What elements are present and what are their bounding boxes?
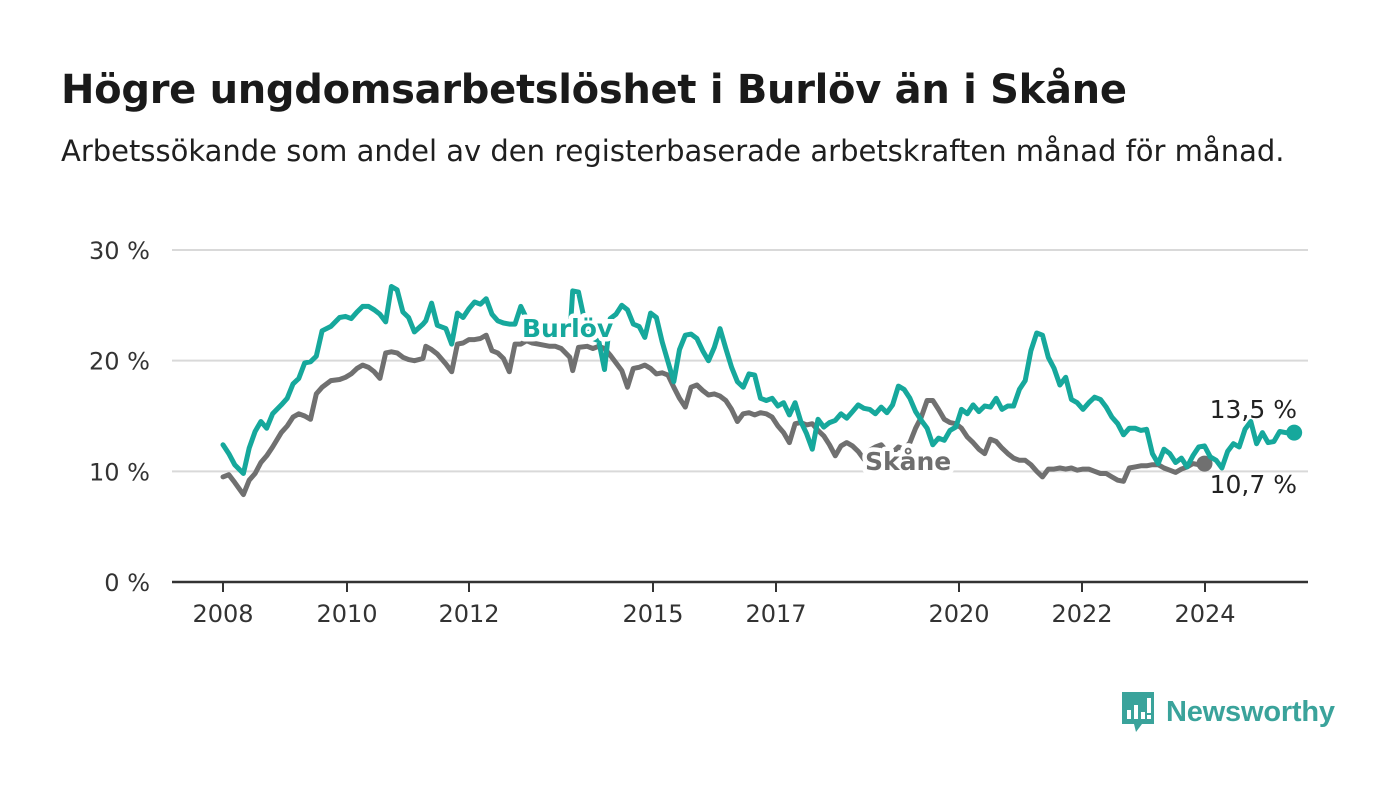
chart-title: Högre ungdomsarbetslöshet i Burlöv än i … xyxy=(61,67,1127,113)
newsworthy-logo: Newsworthy xyxy=(1120,690,1335,734)
x-tick-label: 2017 xyxy=(745,600,806,628)
x-tick-label: 2010 xyxy=(316,600,377,628)
x-tick-label: 2024 xyxy=(1174,600,1235,628)
x-tick-label: 2008 xyxy=(192,600,253,628)
series-line-burlov xyxy=(220,284,1297,476)
x-tick-label: 2015 xyxy=(622,600,683,628)
end-label-burlov: 13,5 % xyxy=(1210,395,1297,424)
x-tick-label: 2012 xyxy=(438,600,499,628)
series-label-burlov-halo: Burlöv xyxy=(522,314,613,343)
x-tick-label: 2022 xyxy=(1051,600,1112,628)
end-point-burlov xyxy=(1286,424,1303,441)
y-tick-label: 20 % xyxy=(89,348,150,376)
series-label-skane: Skåne xyxy=(865,447,951,476)
end-point-skane xyxy=(1196,455,1213,472)
y-tick-label: 0 % xyxy=(104,569,150,597)
x-axis: 2008 2010 2012 2015 2017 2020 2022 2024 xyxy=(172,580,1308,628)
series-label-skane-halo: Skåne xyxy=(865,447,951,476)
chart-subtitle: Arbetssökande som andel av den registerb… xyxy=(61,134,1285,168)
y-axis: 0 % 10 % 20 % 30 % xyxy=(89,237,150,597)
y-tick-label: 30 % xyxy=(89,237,150,265)
series-lines xyxy=(220,284,1303,498)
series-label-burlov: Burlöv xyxy=(522,314,613,343)
y-tick-label: 10 % xyxy=(89,458,150,486)
series-line-skane xyxy=(220,332,1207,498)
gridlines xyxy=(172,249,1308,473)
end-label-skane: 10,7 % xyxy=(1210,470,1297,499)
brand-name: Newsworthy xyxy=(1166,695,1335,728)
bar-chart-icon xyxy=(1122,692,1154,732)
x-tick-label: 2020 xyxy=(928,600,989,628)
